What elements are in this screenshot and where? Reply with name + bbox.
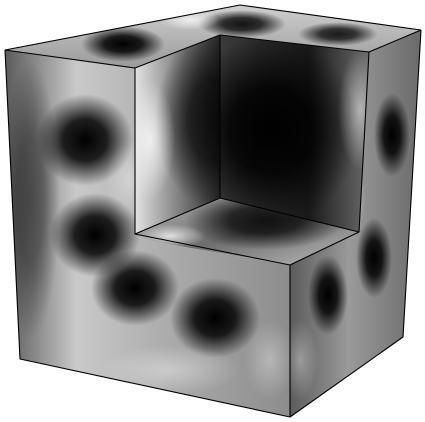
cube-edges (4, 4, 422, 418)
notch-inner-left-wall (135, 35, 220, 234)
cube-top-face (5, 5, 421, 68)
notch-inner-back-wall (220, 35, 369, 232)
